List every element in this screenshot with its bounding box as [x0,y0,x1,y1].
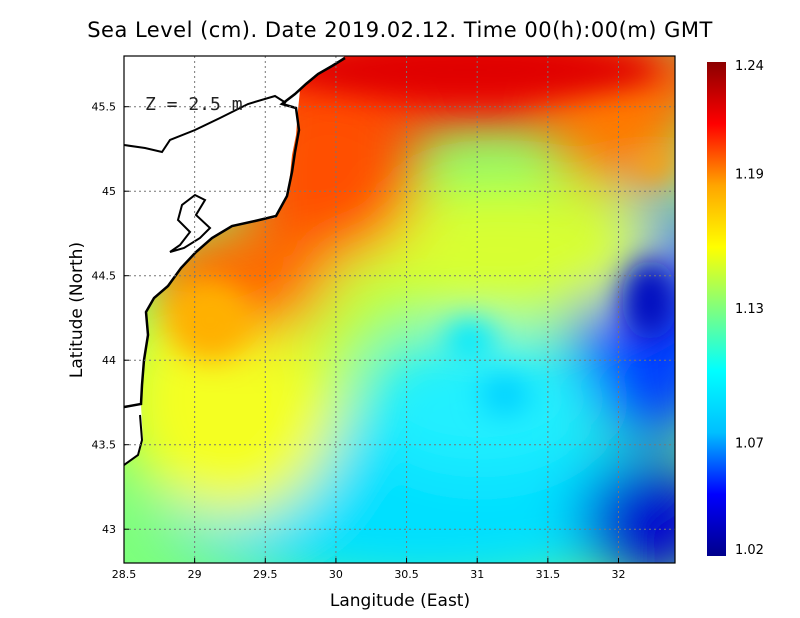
colorbar-tick-label: 1.02 [735,543,764,558]
coastline-south [124,414,144,466]
x-tick-label: 32 [611,568,625,581]
plot-frame [123,55,676,564]
colorbar-ticks: 1.24 1.19 1.13 1.07 1.02 [735,59,764,558]
y-axis-ticks: 43 43.5 44 44.5 45 45.5 [92,101,129,536]
x-tick-label: 29.5 [253,568,278,581]
colorbar-tick-label: 1.19 [735,167,764,182]
colorbar-tick-label: 1.07 [735,437,764,452]
coastline [124,56,346,409]
y-tick-label: 45.5 [92,101,117,114]
x-axis-label: Langitude (East) [330,591,470,611]
y-tick-label: 43 [102,523,116,536]
y-tick-label: 44.5 [92,270,117,283]
x-tick-label: 31 [470,568,484,581]
y-tick-label: 45 [102,185,116,198]
colorbar-tick-label: 1.13 [735,302,764,317]
x-axis-ticks: 28.5 29 29.5 30 30.5 31 31.5 32 [112,558,625,581]
y-axis-label: Latitude (North) [67,242,87,378]
grid-lines [124,56,675,563]
x-tick-label: 28.5 [112,568,137,581]
colorbar [707,62,726,556]
depth-label: Z = 2.5 m [145,94,243,115]
coastline-inlet [124,94,287,253]
map-title: Sea Level (cm). Date 2019.02.12. Time 00… [87,18,713,42]
x-tick-label: 30 [329,568,343,581]
x-tick-label: 30.5 [394,568,419,581]
colorbar-tick-label: 1.24 [735,59,764,74]
x-tick-label: 31.5 [536,568,561,581]
y-tick-label: 43.5 [92,439,117,452]
y-tick-label: 44 [102,354,116,367]
sea-level-field [124,56,675,563]
x-tick-label: 29 [188,568,202,581]
land-area [124,56,345,465]
